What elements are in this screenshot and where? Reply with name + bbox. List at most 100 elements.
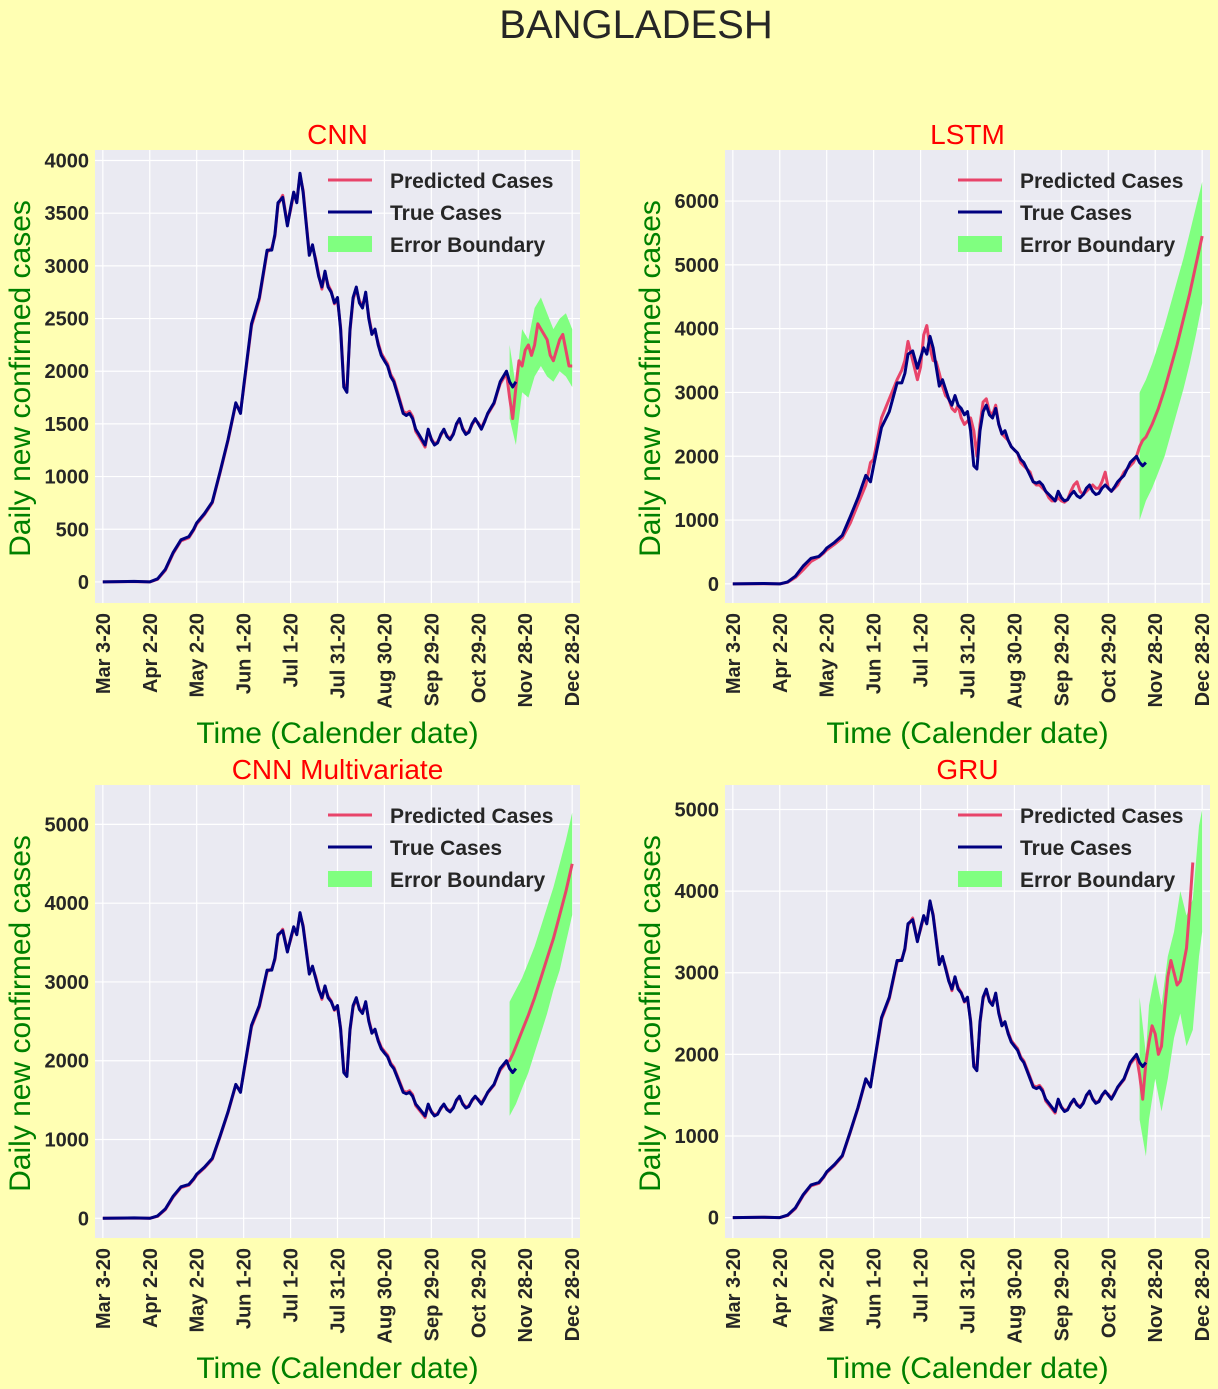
x-tick-label: Apr 2-20 [770, 613, 792, 693]
x-axis-label: Time (Calender date) [196, 717, 478, 750]
x-tick-label: Jun 1-20 [864, 613, 886, 694]
error-boundary-band [1139, 181, 1203, 521]
legend-error-swatch [328, 236, 372, 252]
x-tick-label: Apr 2-20 [770, 1248, 792, 1328]
y-tick-label: 2000 [45, 1051, 90, 1073]
figure-title: BANGLADESH [499, 3, 772, 47]
y-axis-label: Daily new confirmed cases [634, 200, 667, 557]
panel-title: CNN [307, 119, 368, 150]
legend-label: True Cases [390, 202, 502, 225]
x-tick-label: Jul 31-20 [328, 613, 350, 699]
x-tick-label: Mar 3-20 [93, 1248, 115, 1329]
y-tick-label: 3000 [675, 382, 720, 404]
y-tick-label: 3000 [45, 972, 90, 994]
y-tick-label: 3000 [45, 256, 90, 278]
legend: Predicted Cases True Cases Error Boundary [958, 805, 1183, 892]
legend-label: True Cases [390, 837, 502, 860]
x-tick-label: Apr 2-20 [140, 1248, 162, 1328]
y-tick-label: 4000 [675, 881, 720, 903]
x-tick-label: Mar 3-20 [723, 1248, 745, 1329]
y-tick-label: 4000 [675, 319, 720, 341]
true-cases-line [732, 334, 1147, 586]
panel-title: GRU [936, 754, 998, 785]
y-tick-label: 500 [56, 519, 89, 541]
x-tick-label: Sep 29-20 [421, 613, 443, 706]
legend: Predicted Cases True Cases Error Boundary [328, 170, 553, 257]
y-tick-label: 5000 [675, 799, 720, 821]
legend-label: Error Boundary [390, 234, 546, 257]
true-cases-line [102, 911, 518, 1220]
y-tick-label: 0 [708, 1208, 719, 1230]
y-tick-label: 0 [78, 1208, 89, 1230]
y-tick-label: 3500 [45, 203, 90, 225]
x-tick-label: Mar 3-20 [93, 613, 115, 694]
x-tick-label: Jun 1-20 [864, 1248, 886, 1329]
x-tick-label: Aug 30-20 [1004, 1248, 1026, 1344]
x-axis-label: Time (Calender date) [196, 1352, 478, 1385]
x-tick-label: Jul 1-20 [911, 613, 933, 687]
y-tick-label: 0 [78, 572, 89, 594]
legend: Predicted Cases True Cases Error Boundary [958, 170, 1183, 257]
legend-label: Error Boundary [1020, 869, 1176, 892]
y-tick-label: 1000 [675, 1126, 720, 1148]
true-cases-line [732, 899, 1148, 1220]
error-boundary-band [509, 812, 573, 1116]
x-tick-label: Nov 28-20 [515, 613, 537, 708]
y-axis-label: Daily new confirmed cases [4, 835, 37, 1192]
x-tick-label: Aug 30-20 [374, 1248, 396, 1344]
y-axis-label: Daily new confirmed cases [4, 200, 37, 557]
x-tick-label: Oct 29-20 [1098, 613, 1120, 703]
panel-gru: 0 1000 2000 3000 4000 5000 Mar 3-20 Apr 2-20 May… [634, 754, 1214, 1385]
x-tick-label: Oct 29-20 [468, 613, 490, 703]
x-tick-label: Jul 31-20 [958, 1248, 980, 1334]
x-tick-label: Apr 2-20 [140, 613, 162, 693]
legend-label: True Cases [1020, 202, 1132, 225]
y-tick-label: 2000 [45, 361, 90, 383]
y-axis-label: Daily new confirmed cases [634, 835, 667, 1192]
x-tick-label: Jun 1-20 [234, 1248, 256, 1329]
x-tick-label: Nov 28-20 [1145, 1248, 1167, 1343]
y-tick-label: 3000 [675, 963, 720, 985]
panel-title: CNN Multivariate [232, 754, 444, 785]
legend-error-swatch [958, 871, 1002, 887]
y-tick-label: 2500 [45, 309, 90, 331]
x-tick-label: May 2-20 [817, 613, 839, 698]
error-boundary-band [1139, 809, 1203, 1157]
x-tick-label: Dec 28-20 [1192, 1248, 1214, 1341]
y-tick-label: 0 [708, 574, 719, 596]
legend-label: Predicted Cases [390, 170, 553, 193]
x-tick-label: Sep 29-20 [1051, 613, 1073, 706]
x-tick-label: Mar 3-20 [723, 613, 745, 694]
true-cases-line [102, 171, 518, 584]
x-tick-label: Oct 29-20 [468, 1248, 490, 1338]
panels: 0 500 1000 1500 2000 2500 3000 3500 4000 Mar 3-20… [4, 119, 1214, 1385]
x-tick-label: Nov 28-20 [515, 1248, 537, 1343]
y-tick-label: 1000 [45, 1130, 90, 1152]
legend-label: Predicted Cases [1020, 170, 1183, 193]
legend-label: Error Boundary [1020, 234, 1176, 257]
panel-cnn: 0 500 1000 1500 2000 2500 3000 3500 4000 Mar 3-20… [4, 119, 584, 750]
x-tick-label: Jul 1-20 [281, 1248, 303, 1322]
x-tick-label: Jul 31-20 [328, 1248, 350, 1334]
y-tick-label: 1000 [45, 467, 90, 489]
x-tick-label: May 2-20 [187, 613, 209, 698]
y-tick-label: 4000 [45, 151, 90, 173]
x-tick-label: May 2-20 [817, 1248, 839, 1333]
x-tick-label: Jul 1-20 [911, 1248, 933, 1322]
x-tick-label: Dec 28-20 [562, 613, 584, 706]
x-tick-label: Jul 31-20 [958, 613, 980, 699]
x-tick-label: Jul 1-20 [281, 613, 303, 687]
y-tick-label: 5000 [675, 255, 720, 277]
legend-error-swatch [328, 871, 372, 887]
legend-label: Predicted Cases [390, 805, 553, 828]
y-tick-label: 6000 [675, 191, 720, 213]
x-tick-label: Sep 29-20 [421, 1248, 443, 1341]
legend-error-swatch [958, 236, 1002, 252]
legend-label: True Cases [1020, 837, 1132, 860]
x-axis-label: Time (Calender date) [826, 717, 1108, 750]
y-tick-label: 1000 [675, 510, 720, 532]
legend-label: Error Boundary [390, 869, 546, 892]
x-axis-label: Time (Calender date) [826, 1352, 1108, 1385]
legend: Predicted Cases True Cases Error Boundary [328, 805, 553, 892]
